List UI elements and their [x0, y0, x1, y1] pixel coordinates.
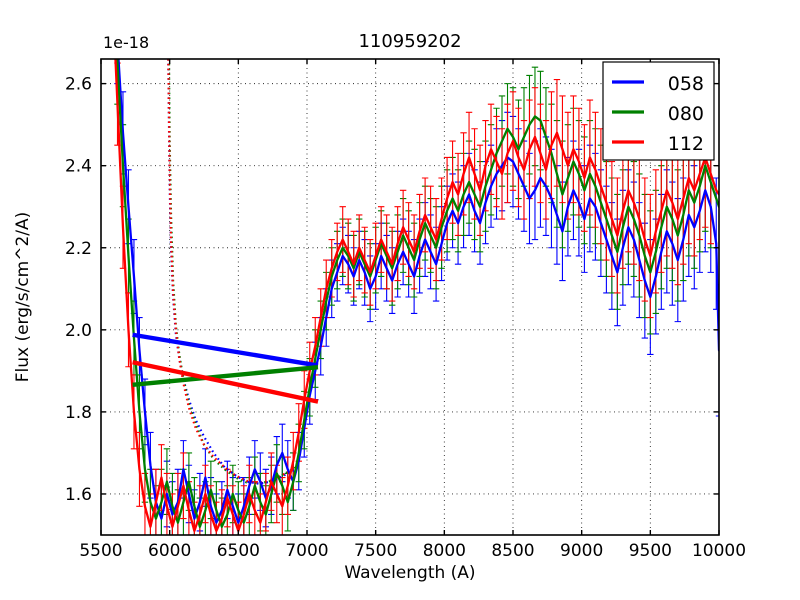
continuum-line-112 — [132, 360, 319, 404]
y-tick-label: 2.0 — [65, 321, 92, 341]
x-axis-label: Wavelength (A) — [344, 563, 475, 583]
legend-label-080: 080 — [668, 103, 704, 125]
axes-frame — [100, 58, 720, 536]
x-tick-label: 8500 — [491, 541, 534, 561]
y-tick-label: 1.8 — [65, 403, 92, 423]
x-tick-label: 7000 — [285, 541, 328, 561]
grid-lines — [101, 59, 719, 535]
legend-label-058: 058 — [668, 73, 704, 95]
spectrum-line-112 — [114, 59, 719, 533]
y-axis-label: Flux (erg/s/cm^2/A) — [13, 212, 33, 383]
x-tick-label: 6500 — [217, 541, 260, 561]
continuum-lines — [132, 332, 319, 404]
y-tick-label: 2.2 — [65, 239, 92, 259]
x-tick-label: 10000 — [692, 541, 746, 561]
y-tick-label: 1.6 — [65, 485, 92, 505]
x-tick-label: 5500 — [79, 541, 122, 561]
x-tick-label: 6000 — [148, 541, 191, 561]
axis-ticks: 5500 6000 6500 7000 7500 8000 8500 9000 9500 1000… — [65, 59, 746, 561]
page-title: 110959202 — [358, 31, 461, 52]
y-tick-label: 2.6 — [65, 75, 92, 95]
legend-label-112: 112 — [668, 133, 704, 155]
x-tick-label: 9000 — [560, 541, 603, 561]
spectrum-curves — [114, 59, 719, 533]
spectrum-line-080 — [116, 59, 719, 528]
x-tick-label: 7500 — [354, 541, 397, 561]
continuum-line-080 — [132, 364, 319, 388]
x-tick-label: 8000 — [423, 541, 466, 561]
spectrum-line-058 — [117, 59, 719, 524]
y-axis-offset-label: 1e-18 — [103, 33, 149, 52]
legend[interactable]: 058 080 112 — [602, 61, 715, 161]
x-tick-label: 9500 — [629, 541, 672, 561]
y-tick-label: 2.4 — [65, 157, 92, 177]
continuum-line-058 — [132, 332, 319, 368]
